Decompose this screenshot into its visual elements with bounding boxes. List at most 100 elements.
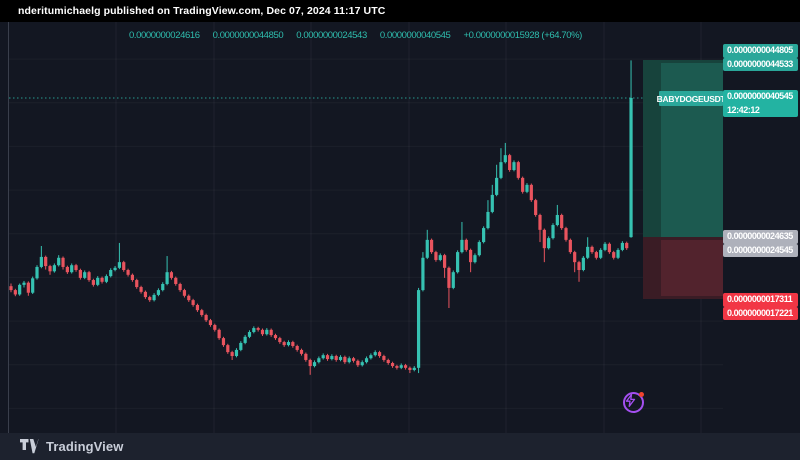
candle-body (65, 266, 69, 273)
notification-dot (639, 392, 644, 397)
candle-body (213, 325, 217, 330)
candle-body (304, 353, 308, 360)
price-label-stop-1[interactable]: 0.0000000017311 (723, 293, 798, 307)
candle-body (351, 358, 356, 361)
candle-body (321, 355, 325, 359)
candle-body (512, 162, 516, 171)
candle-body (508, 155, 512, 171)
attribution-bar: nderitumichaelg published on TradingView… (0, 0, 800, 22)
candle-body (360, 362, 364, 366)
candle-body (299, 349, 304, 354)
current-price-value: 0.0000000040545 (727, 91, 793, 101)
candle-body (61, 257, 65, 267)
candle-body (204, 314, 208, 321)
candle-body (586, 246, 590, 258)
candle-body (161, 283, 165, 291)
boost-button[interactable] (623, 392, 644, 413)
long-position-loss-zone[interactable] (661, 240, 723, 296)
candle-body (521, 177, 525, 192)
candle-body (148, 297, 152, 301)
candle-body (70, 265, 74, 273)
candle-body (482, 228, 486, 243)
candle-body (139, 287, 143, 292)
price-scale[interactable]: 0.0000000044805 0.0000000044533 0.000000… (722, 22, 800, 433)
candle-body (22, 282, 26, 285)
candle-body (143, 291, 148, 298)
candlestick-canvas[interactable] (9, 22, 723, 433)
candle-body (421, 257, 425, 291)
candle-body (334, 356, 338, 360)
symbol-tag[interactable]: BABYDOGEUSDT (657, 91, 726, 106)
candle-body (234, 349, 239, 357)
candle-body (152, 294, 156, 301)
candle-body (325, 355, 330, 360)
candle-body (83, 272, 87, 278)
candle-body (312, 362, 317, 367)
ohlc-high: 0.0000000044850 (212, 30, 284, 41)
candle-body (169, 272, 174, 278)
candle-body (382, 356, 386, 360)
candle-body (113, 267, 117, 271)
candle-body (473, 255, 477, 263)
ohlc-low: 0.0000000024543 (296, 30, 367, 41)
candle-body (616, 249, 620, 258)
candle-body (239, 342, 243, 350)
current-price-label[interactable]: 0.0000000040545 12:42:12 (723, 90, 798, 117)
candle-body (386, 359, 390, 364)
candle-body (273, 335, 278, 339)
candle-body (555, 214, 559, 226)
footer-bar: TradingView (0, 433, 800, 460)
candle-body (247, 332, 252, 337)
candle-body (373, 352, 377, 356)
candle-body (390, 363, 395, 367)
candle-body (490, 194, 494, 212)
ohlc-change: +0.0000000015928 (+64.70%) (463, 30, 582, 41)
candle-body (538, 214, 542, 230)
candle-body (26, 282, 30, 293)
candle-body (499, 162, 503, 178)
ohlc-open: 0.0000000024616 (129, 30, 200, 41)
tradingview-brand[interactable]: TradingView (20, 439, 123, 454)
price-label-target-2[interactable]: 0.0000000044533 (723, 57, 798, 71)
candle-body (399, 365, 403, 368)
candle-body (599, 249, 603, 258)
candle-body (174, 277, 178, 284)
candle-body (477, 242, 481, 256)
candle-body (438, 255, 442, 260)
candle-body (282, 342, 286, 346)
candle-body (230, 352, 234, 357)
price-label-stop-2[interactable]: 0.0000000017221 (723, 306, 798, 320)
candle-body (291, 342, 295, 346)
candle-body (534, 200, 538, 215)
chart-pane[interactable]: BABYDOGEUSDT 0.0000000024616 0.000000004… (8, 22, 726, 433)
ohlc-close: 0.0000000040545 (379, 30, 451, 41)
candle-body (126, 270, 130, 275)
candle-body (469, 249, 473, 263)
candle-body (308, 359, 312, 367)
candle-body (317, 358, 321, 363)
attribution-text: nderitumichaelg published on TradingView… (18, 5, 386, 17)
candle-body (100, 277, 104, 282)
candle-body (31, 278, 35, 293)
candle-body (191, 300, 195, 305)
candle-body (551, 225, 555, 239)
candle-body (560, 214, 564, 229)
candle-body (607, 243, 611, 253)
candle-body (269, 329, 273, 336)
candle-body (447, 267, 451, 288)
candle-body (620, 242, 624, 250)
price-label-entry-1[interactable]: 0.0000000024635 (723, 230, 798, 244)
candle-body (52, 265, 56, 272)
candle-body (356, 360, 360, 366)
long-position-profit-zone[interactable] (661, 63, 723, 240)
candle-body (456, 252, 460, 273)
candle-body (594, 252, 598, 258)
price-label-target-1[interactable]: 0.0000000044805 (723, 44, 798, 58)
candle-body (226, 345, 230, 353)
candle-body (265, 329, 269, 335)
candle-body (451, 272, 455, 288)
candle-body (547, 238, 551, 249)
candle-body (182, 290, 187, 296)
price-label-entry-2[interactable]: 0.0000000024545 (723, 243, 798, 257)
candle-body (217, 329, 221, 339)
